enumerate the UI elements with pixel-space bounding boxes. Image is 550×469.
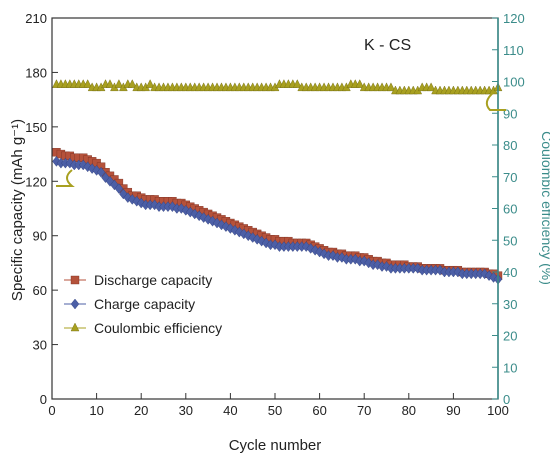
series-diamond xyxy=(52,156,503,285)
legend-marker xyxy=(70,322,80,332)
x-tick-label: 100 xyxy=(487,403,509,418)
x-tick-label: 50 xyxy=(268,403,282,418)
x-tick-label: 60 xyxy=(312,403,326,418)
y-left-tick-label: 120 xyxy=(25,174,47,189)
x-tick-label: 20 xyxy=(134,403,148,418)
legend-label: Coulombic efficiency xyxy=(94,320,222,336)
y-right-tick-label: 110 xyxy=(503,43,524,58)
y-right-tick-label: 90 xyxy=(503,106,517,121)
y-right-tick-label: 60 xyxy=(503,202,517,217)
y-left-tick-label: 0 xyxy=(40,392,47,407)
y-left-tick-label: 30 xyxy=(33,338,47,353)
y-right-tick-label: 100 xyxy=(503,75,525,90)
y-right-tick-label: 50 xyxy=(503,233,517,248)
x-tick-label: 90 xyxy=(446,403,460,418)
axes-layer: 0 10 20 30 40 50 60 70 80 90 100030609012015018021… xyxy=(25,11,524,418)
y-right-tick-label: 80 xyxy=(503,138,517,153)
data-point xyxy=(145,79,155,88)
data-point xyxy=(426,82,436,92)
legend: Discharge capacity Charge capacity Coulomb… xyxy=(64,272,222,336)
data-point xyxy=(83,79,93,88)
y-left-tick-label: 150 xyxy=(25,120,47,135)
y-right-tick-label: 0 xyxy=(503,392,510,407)
chart-annotation: K - CS xyxy=(364,37,411,54)
y-right-tick-label: 10 xyxy=(503,360,517,375)
y-right-tick-label: 30 xyxy=(503,297,517,312)
data-point xyxy=(114,183,124,194)
y-axis-left-label: Specific capacity (mAh g⁻¹) xyxy=(9,119,26,301)
x-axis-label: Cycle number xyxy=(229,437,322,454)
y-left-tick-label: 180 xyxy=(25,65,47,80)
y-left-tick-label: 210 xyxy=(25,11,47,26)
x-tick-label: 10 xyxy=(89,403,103,418)
annotation-layer xyxy=(56,91,506,187)
y-left-tick-label: 90 xyxy=(33,229,47,244)
data-point xyxy=(127,79,137,88)
data-point xyxy=(355,79,365,88)
y-right-tick-label: 20 xyxy=(503,329,517,344)
x-tick-label: 40 xyxy=(223,403,237,418)
y-right-tick-label: 40 xyxy=(503,265,517,280)
x-tick-label: 0 xyxy=(48,403,55,418)
x-tick-label: 30 xyxy=(179,403,193,418)
y-axis-right-label: Coulombic efficiency (%) xyxy=(539,131,550,285)
legend-label: Charge capacity xyxy=(94,296,195,312)
data-point xyxy=(123,192,133,203)
data-point xyxy=(96,166,106,178)
legend-label: Discharge capacity xyxy=(94,272,212,288)
y-right-tick-label: 120 xyxy=(503,11,525,26)
data-point xyxy=(105,79,115,88)
right-axis-arrow xyxy=(485,91,506,111)
left-axis-arrow xyxy=(56,169,75,187)
data-point xyxy=(292,79,302,88)
x-tick-label: 70 xyxy=(357,403,371,418)
data-point xyxy=(114,79,124,88)
series-layer xyxy=(52,79,503,285)
y-left-tick-label: 60 xyxy=(33,283,47,298)
legend-marker xyxy=(70,298,80,310)
legend-marker xyxy=(70,275,80,285)
x-tick-label: 80 xyxy=(402,403,416,418)
y-right-tick-label: 70 xyxy=(503,170,517,185)
data-point xyxy=(386,82,396,92)
data-point xyxy=(248,232,257,243)
series-triangle xyxy=(52,79,503,95)
